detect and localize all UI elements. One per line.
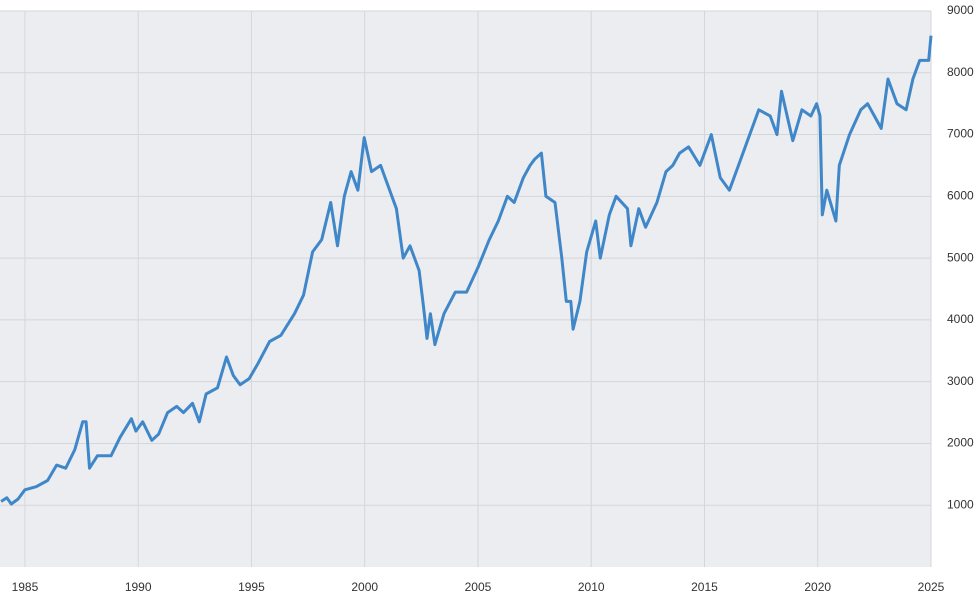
y-tick-label: 9000: [947, 3, 974, 17]
y-tick-label: 7000: [947, 127, 974, 141]
x-tick-label: 2020: [804, 580, 831, 594]
x-tick-label: 1985: [12, 580, 39, 594]
y-tick-label: 4000: [947, 312, 974, 326]
line: [0, 35, 933, 506]
y-tick-label: 8000: [947, 65, 974, 79]
x-tick-label: 1990: [125, 580, 152, 594]
y-tick-label: 6000: [947, 189, 974, 203]
x-tick-label: 2010: [578, 580, 605, 594]
x-tick-label: 2025: [918, 580, 945, 594]
x-tick-label: 2015: [691, 580, 718, 594]
plot-area: [0, 11, 931, 567]
x-tick-label: 2005: [465, 580, 492, 594]
y-tick-label: 3000: [947, 374, 974, 388]
y-tick-label: 5000: [947, 250, 974, 264]
x-tick-label: 1995: [238, 580, 265, 594]
y-tick-label: 1000: [947, 497, 974, 511]
x-tick-label: 2000: [351, 580, 378, 594]
y-tick-label: 2000: [947, 436, 974, 450]
